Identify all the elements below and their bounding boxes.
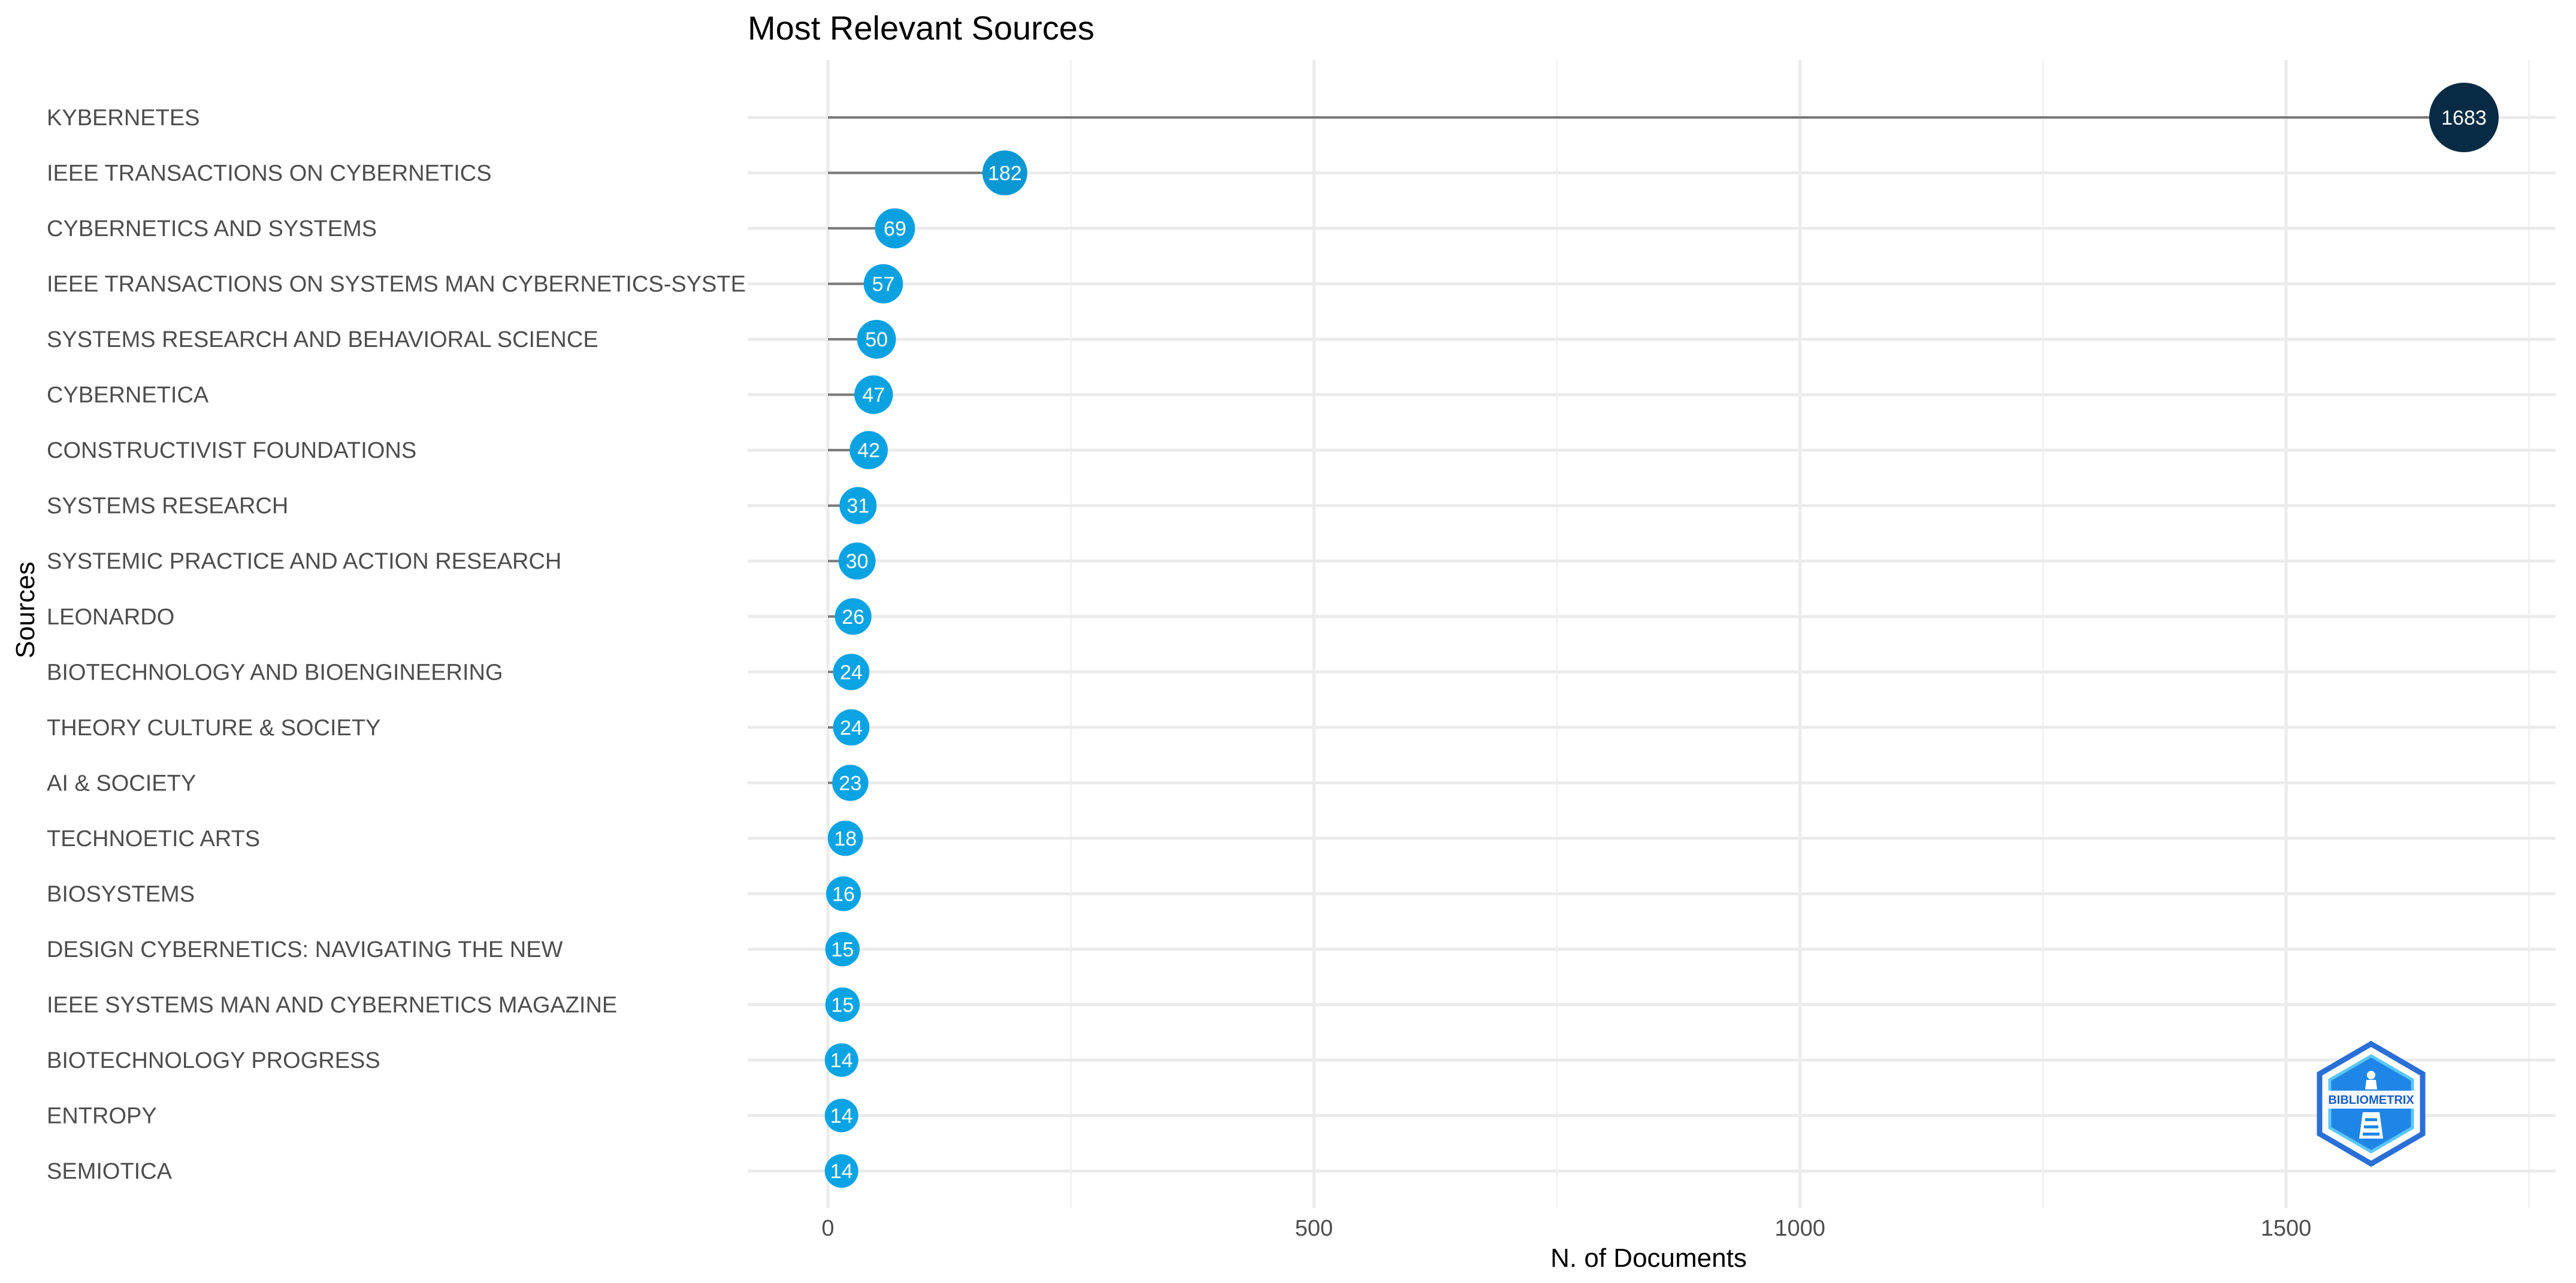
lollipop-point xyxy=(835,598,872,635)
lollipop-point xyxy=(875,208,915,249)
data-label: 23 xyxy=(839,772,861,795)
lollipop-point xyxy=(825,987,860,1022)
data-label: 24 xyxy=(840,717,863,739)
y-tick-label: KYBERNETES xyxy=(47,105,200,131)
y-tick-label: DESIGN CYBERNETICS: NAVIGATING THE NEW xyxy=(47,937,563,962)
lollipop-point xyxy=(2429,83,2499,152)
x-tick-label: 1500 xyxy=(2261,1216,2312,1241)
data-label: 18 xyxy=(834,828,857,850)
data-label: 50 xyxy=(865,328,888,351)
data-label: 69 xyxy=(884,218,906,240)
y-tick-label: IEEE TRANSACTIONS ON SYSTEMS MAN CYBERNE… xyxy=(47,272,746,297)
data-label: 30 xyxy=(846,550,869,573)
data-label: 182 xyxy=(988,162,1022,185)
x-tick-label: 0 xyxy=(821,1216,834,1241)
y-tick-label: SYSTEMS RESEARCH AND BEHAVIORAL SCIENCE xyxy=(47,327,598,352)
y-tick-label: BIOSYSTEMS xyxy=(47,882,195,907)
lollipop-point xyxy=(832,765,869,801)
y-axis-title: Sources xyxy=(11,561,40,658)
y-tick-label: IEEE SYSTEMS MAN AND CYBERNETICS MAGAZIN… xyxy=(47,992,617,1018)
y-tick-label: THEORY CULTURE & SOCIETY xyxy=(47,716,380,741)
data-label: 14 xyxy=(830,1160,853,1183)
data-label: 15 xyxy=(831,938,854,961)
point-layer: 1683 182 69 57 50 47 42 31 30 26 24 24 23 18 16 15 15 14 1… xyxy=(824,83,2499,1188)
y-tick-label: CYBERNETICA xyxy=(47,383,209,408)
lollipop-point xyxy=(833,653,870,690)
y-tick-label: AI & SOCIETY xyxy=(47,771,196,796)
lollipop-point xyxy=(824,1154,858,1188)
lollipop-point xyxy=(825,932,860,967)
data-label: 14 xyxy=(830,1049,853,1072)
y-tick-label: CYBERNETICS AND SYSTEMS xyxy=(47,216,377,241)
lollipop-point xyxy=(838,542,876,580)
bibliometrix-logo: BIBLIOMETRIX xyxy=(2317,1040,2426,1167)
y-tick-label: SYSTEMIC PRACTICE AND ACTION RESEARCH xyxy=(47,549,561,574)
y-tick-label: BIOTECHNOLOGY AND BIOENGINEERING xyxy=(47,660,503,685)
logo-text: BIBLIOMETRIX xyxy=(2328,1094,2414,1107)
lollipop-point xyxy=(824,1043,858,1077)
data-label: 14 xyxy=(830,1105,853,1128)
lollipop-point xyxy=(854,375,893,414)
data-label: 31 xyxy=(846,495,869,518)
y-tick-label: CONSTRUCTIVIST FOUNDATIONS xyxy=(47,438,416,463)
data-label: 24 xyxy=(840,661,863,684)
y-tick-label: TECHNOETIC ARTS xyxy=(47,826,260,852)
lollipop-point xyxy=(833,709,870,746)
data-label: 57 xyxy=(872,273,895,296)
lollipop-point xyxy=(863,264,903,304)
lollipop-point xyxy=(824,1098,858,1133)
x-tick-label: 1000 xyxy=(1774,1216,1825,1241)
y-tick-label: SYSTEMS RESEARCH xyxy=(47,494,288,519)
y-tick-labels: KYBERNETES IEEE TRANSACTIONS ON CYBERNETI… xyxy=(47,105,746,1184)
chart-title: Most Relevant Sources xyxy=(748,9,1095,47)
data-label: 16 xyxy=(832,883,855,905)
data-label: 47 xyxy=(862,384,885,407)
y-tick-label: LEONARDO xyxy=(47,605,174,630)
y-tick-label: ENTROPY xyxy=(47,1104,157,1129)
y-tick-label: IEEE TRANSACTIONS ON CYBERNETICS xyxy=(47,161,492,186)
lollipop-point xyxy=(982,150,1027,196)
x-tick-label: 500 xyxy=(1295,1216,1333,1241)
data-label: 1683 xyxy=(2441,107,2487,129)
data-label: 42 xyxy=(857,439,880,462)
x-axis-title: N. of Documents xyxy=(1550,1243,1747,1273)
x-tick-labels: 0 500 1000 1500 xyxy=(821,1216,2311,1241)
grid-layer xyxy=(748,60,2556,1208)
lollipop-point xyxy=(827,820,863,856)
y-tick-label: BIOTECHNOLOGY PROGRESS xyxy=(47,1048,380,1073)
lollipop-point xyxy=(849,431,888,470)
lollipop-point xyxy=(857,319,896,359)
lollipop-point xyxy=(839,487,877,524)
y-tick-label: SEMIOTICA xyxy=(47,1159,173,1184)
lollipop-point xyxy=(826,876,861,911)
stem-layer xyxy=(828,116,2464,1173)
data-label: 26 xyxy=(842,606,864,629)
data-label: 15 xyxy=(831,994,854,1016)
